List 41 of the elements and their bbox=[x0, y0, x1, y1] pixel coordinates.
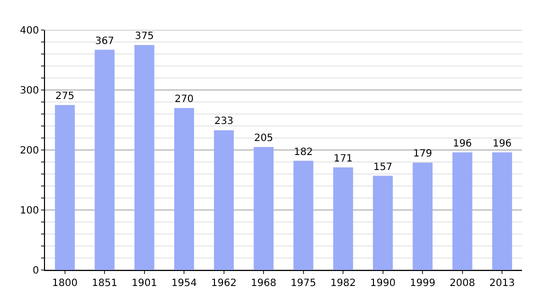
bar bbox=[134, 45, 154, 270]
x-tick-label: 1954 bbox=[171, 278, 197, 289]
x-tick-label: 1968 bbox=[250, 278, 276, 289]
bar bbox=[54, 105, 75, 270]
x-tick-label: 2013 bbox=[489, 278, 515, 289]
y-tick-label: 100 bbox=[20, 206, 39, 216]
data-label: 182 bbox=[294, 146, 313, 158]
y-tick-label: 300 bbox=[20, 86, 39, 96]
bar bbox=[492, 152, 512, 270]
data-label: 233 bbox=[214, 116, 234, 128]
x-tick-label: 1999 bbox=[410, 278, 436, 289]
y-tick-label: 200 bbox=[20, 146, 39, 156]
x-tick-label: 1800 bbox=[52, 278, 78, 289]
bar bbox=[214, 130, 234, 270]
x-tick-label: 1990 bbox=[370, 278, 396, 289]
data-label: 171 bbox=[334, 153, 353, 164]
data-label: 196 bbox=[492, 138, 512, 150]
x-tick-label: 1975 bbox=[290, 278, 316, 289]
data-label: 275 bbox=[55, 91, 74, 102]
data-label: 196 bbox=[452, 138, 472, 150]
data-label: 367 bbox=[95, 36, 114, 47]
bar bbox=[174, 108, 194, 270]
x-tick-label: 2008 bbox=[450, 278, 476, 289]
bar bbox=[452, 152, 472, 270]
x-tick-label: 1851 bbox=[92, 278, 118, 289]
bar bbox=[94, 50, 115, 270]
bar bbox=[254, 147, 274, 270]
y-tick-label: 400 bbox=[20, 26, 39, 36]
bar bbox=[333, 167, 354, 270]
y-tick-label: 0 bbox=[32, 266, 39, 276]
bar bbox=[372, 176, 393, 270]
bar bbox=[293, 160, 314, 270]
data-label: 205 bbox=[254, 133, 274, 144]
data-label: 270 bbox=[174, 94, 194, 105]
data-label: 157 bbox=[373, 162, 392, 173]
data-label: 179 bbox=[413, 148, 432, 160]
x-tick-label: 1901 bbox=[132, 278, 158, 289]
bar bbox=[412, 162, 433, 270]
x-tick-label: 1982 bbox=[330, 278, 356, 289]
data-label: 375 bbox=[134, 31, 154, 42]
x-tick-label: 1962 bbox=[211, 278, 237, 289]
